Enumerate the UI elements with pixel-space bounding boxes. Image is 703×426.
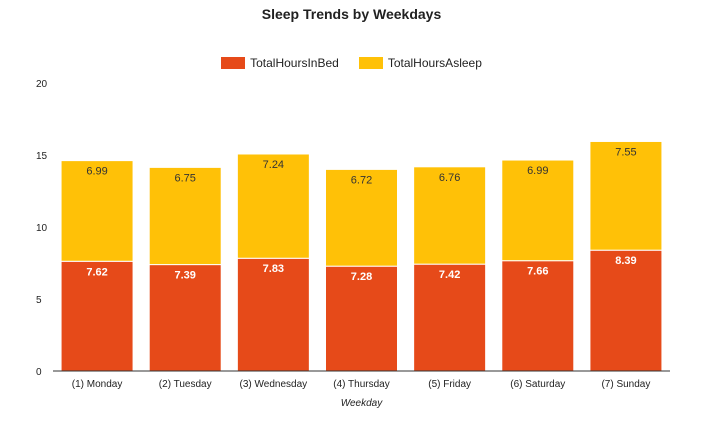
x-tick-label: (2) Tuesday [159,379,212,390]
x-axis-title: Weekday [341,398,384,409]
chart-title: Sleep Trends by Weekdays [261,6,442,22]
legend-swatch-asleep [358,57,383,69]
data-label-in-bed: 7.28 [351,271,372,283]
y-tick-label: 0 [36,367,42,378]
data-label-in-bed: 7.66 [527,266,548,278]
bar-hours-in-bed [236,257,310,372]
data-label-asleep: 7.24 [263,159,284,171]
bar-hours-in-bed [325,265,398,372]
data-label-in-bed: 8.39 [615,255,636,267]
x-tick-label: (4) Thursday [333,379,390,390]
data-label-in-bed: 7.39 [175,270,196,282]
bar-hours-in-bed [148,264,222,372]
bar-hours-asleep [60,160,134,262]
legend-swatch-bed [221,57,246,69]
legend-item-asleep[interactable]: TotalHoursAsleep [358,56,482,70]
bar-hours-asleep [148,166,222,266]
x-tick-label: (3) Wednesday [240,379,308,390]
bar-hours-asleep [589,140,663,251]
y-tick-label: 10 [36,223,48,234]
bar-hours-asleep [236,153,310,259]
y-tick-label: 15 [36,151,48,162]
legend: TotalHoursInBed TotalHoursAsleep [0,56,703,70]
data-label-asleep: 6.72 [351,174,372,186]
x-tick-label: (5) Friday [428,379,471,390]
legend-item-bed[interactable]: TotalHoursInBed [221,56,339,70]
data-label-in-bed: 7.83 [263,263,284,275]
data-label-asleep: 6.99 [86,166,107,178]
data-label-in-bed: 7.62 [86,266,107,278]
legend-label-asleep: TotalHoursAsleep [387,56,482,70]
legend-label-bed: TotalHoursInBed [250,56,339,70]
x-tick-label: (6) Saturday [510,379,565,390]
bar-hours-asleep [413,166,487,265]
bar-hours-asleep [501,159,575,262]
data-label-asleep: 6.99 [527,165,548,177]
data-label-in-bed: 7.42 [439,269,460,281]
data-label-asleep: 6.75 [175,172,196,184]
x-tick-label: (1) Monday [72,379,123,390]
y-tick-label: 5 [36,295,42,306]
data-label-asleep: 7.55 [615,146,636,158]
y-tick-label: 20 [36,79,48,90]
bar-hours-asleep [325,168,398,267]
bar-hours-in-bed [501,260,575,372]
bar-hours-in-bed [589,249,663,372]
data-label-asleep: 6.76 [439,172,460,184]
x-tick-label: (7) Sunday [601,379,650,390]
